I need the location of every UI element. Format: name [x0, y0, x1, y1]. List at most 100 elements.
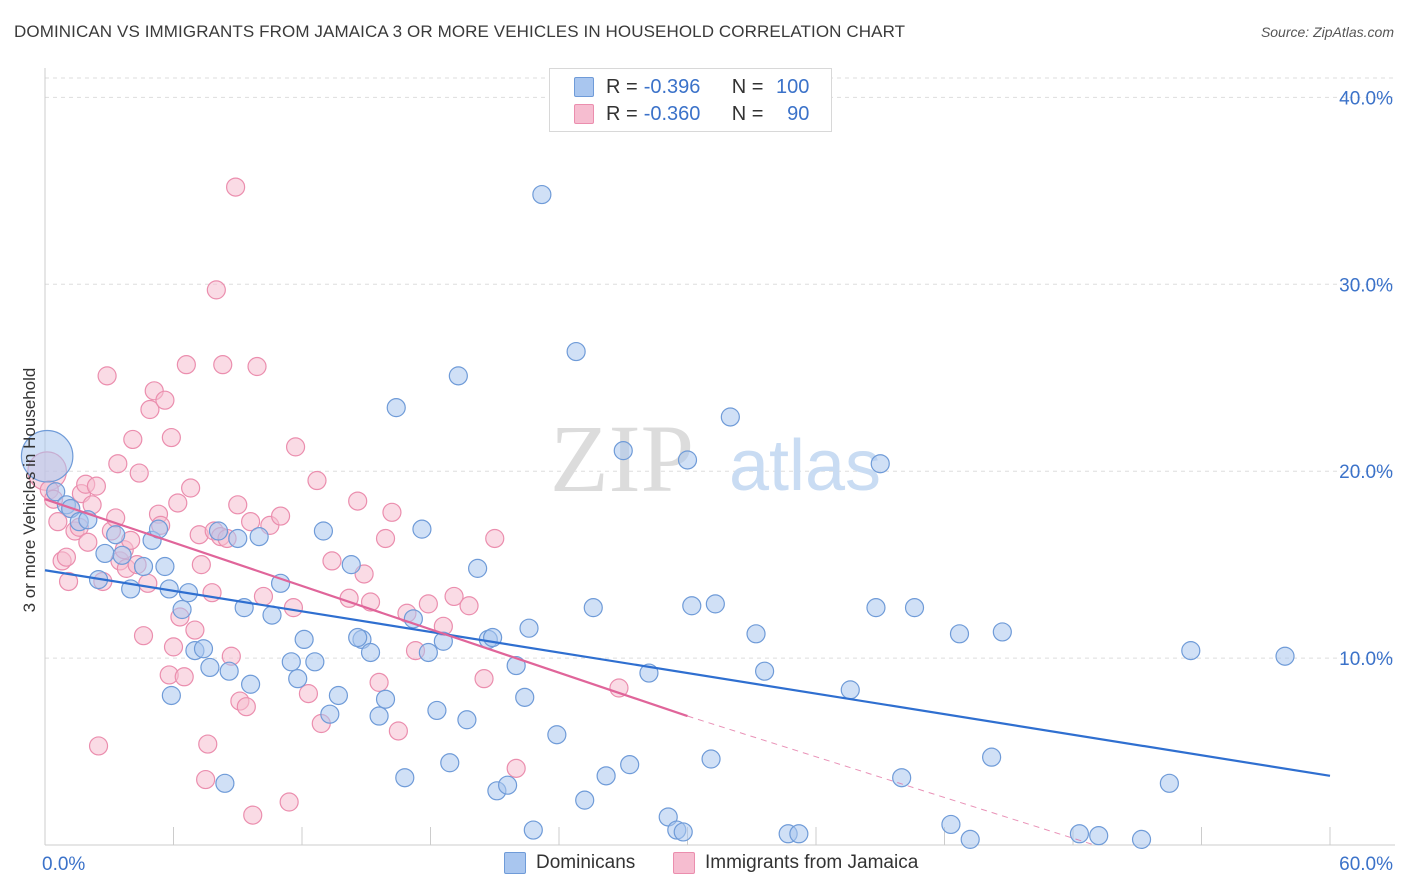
legend-swatch-pink	[673, 852, 695, 874]
dominican-point	[701, 749, 721, 769]
y-tick-label: 40.0%	[1339, 88, 1393, 109]
dominican-point	[620, 755, 640, 775]
dominican-point	[789, 824, 809, 844]
bottom-legend: Dominicans Immigrants from Jamaica	[0, 852, 1406, 876]
dominican-point	[172, 599, 192, 620]
dominican-point	[313, 521, 334, 541]
jamaica-point	[97, 366, 117, 386]
dominican-point	[418, 642, 438, 663]
x-tick-label-min: 0.0%	[42, 854, 85, 875]
legend-row-jamaica: R = -0.360 N = 90	[574, 102, 809, 126]
dominican-point	[746, 624, 766, 644]
dominican-point	[498, 775, 518, 795]
dominican-point	[941, 814, 961, 835]
dominican-point	[1131, 829, 1152, 849]
jamaica-point	[253, 586, 274, 607]
jamaica-point	[388, 721, 408, 741]
jamaica-point	[138, 573, 158, 593]
dominican-point	[515, 687, 535, 707]
dominican-point	[673, 822, 693, 842]
dominican-point	[960, 829, 980, 849]
jamaica-point	[123, 429, 143, 450]
jamaica-point	[78, 532, 98, 552]
legend-r-value: -0.396	[643, 75, 701, 98]
dominican-point	[519, 618, 539, 638]
jamaica-point	[198, 734, 218, 754]
dominican-point	[112, 545, 132, 565]
jamaica-point	[140, 399, 160, 420]
jamaica-point	[485, 528, 505, 549]
jamaica-point	[348, 491, 368, 511]
jamaica-point	[298, 684, 319, 704]
bottom-legend-label: Immigrants from Jamaica	[705, 852, 919, 873]
jamaica-point	[226, 177, 246, 197]
jamaica-point	[181, 478, 201, 498]
jamaica-point	[247, 356, 267, 377]
dominican-point	[682, 596, 702, 616]
jamaica-point	[174, 667, 194, 687]
jamaica-point	[161, 427, 181, 448]
jamaica-point	[270, 506, 291, 526]
dominican-point	[328, 685, 349, 706]
dominican-point	[320, 704, 340, 724]
dominican-point	[412, 519, 432, 539]
jamaica-point	[279, 792, 299, 812]
dominican-point	[20, 429, 74, 483]
legend-r-value: -0.360	[643, 102, 701, 125]
dominican-point	[506, 655, 526, 676]
dominican-point	[281, 652, 301, 672]
jamaica-point	[213, 355, 233, 375]
jamaica-point	[58, 571, 79, 592]
jamaica-point	[206, 280, 226, 300]
jamaica-point	[236, 697, 256, 717]
dominican-point	[427, 700, 447, 721]
dominican-point	[705, 594, 725, 614]
dominican-point	[369, 706, 389, 726]
dominican-point	[468, 558, 488, 578]
dominicans-trend-line	[44, 569, 1331, 777]
dominican-point	[341, 555, 361, 575]
dominican-point	[161, 685, 181, 706]
dominican-point	[1069, 824, 1090, 844]
axes	[44, 68, 1395, 846]
watermark-atlas: atlas	[729, 426, 881, 506]
dominican-point	[596, 766, 616, 786]
jamaica-point	[168, 493, 188, 513]
dominican-point	[46, 482, 66, 502]
dominican-point	[106, 525, 126, 545]
dominican-point	[575, 790, 595, 810]
trend-lines	[44, 498, 1331, 846]
dominican-point	[360, 642, 381, 663]
dominican-point	[892, 768, 912, 788]
dominican-point	[215, 773, 235, 793]
dominican-point	[200, 657, 220, 678]
y-tick-label: 20.0%	[1339, 462, 1393, 483]
y-tick-label: 10.0%	[1339, 649, 1393, 670]
jamaica-point	[418, 594, 438, 614]
bottom-legend-jamaica: Immigrants from Jamaica	[673, 852, 918, 874]
x-tick-label-max: 60.0%	[1339, 854, 1393, 875]
jamaica-point	[285, 437, 306, 457]
dominican-point	[386, 398, 406, 418]
dominican-point	[566, 341, 586, 362]
jamaica-point	[56, 547, 77, 567]
series-jamaica-points	[27, 177, 629, 825]
dominican-point	[583, 598, 603, 618]
jamaica-point	[382, 502, 402, 522]
tick-labels: 10.0% 20.0% 30.0% 40.0% 0.0% 60.0%	[42, 88, 1393, 875]
dominican-point	[395, 768, 415, 788]
jamaica-point	[196, 769, 216, 790]
y-tick-label: 30.0%	[1339, 275, 1393, 296]
jamaica-point	[133, 626, 154, 646]
dominican-point	[95, 543, 115, 564]
legend-n-value: 90	[787, 102, 810, 125]
legend-n-value: 100	[776, 75, 810, 98]
dominican-point	[754, 661, 775, 681]
dominican-point	[433, 631, 453, 651]
jamaica-trend-line	[44, 498, 688, 718]
dominican-point	[1275, 646, 1295, 666]
jamaica-point	[163, 637, 184, 657]
dominican-point	[1159, 773, 1179, 793]
jamaica-point	[108, 454, 128, 474]
